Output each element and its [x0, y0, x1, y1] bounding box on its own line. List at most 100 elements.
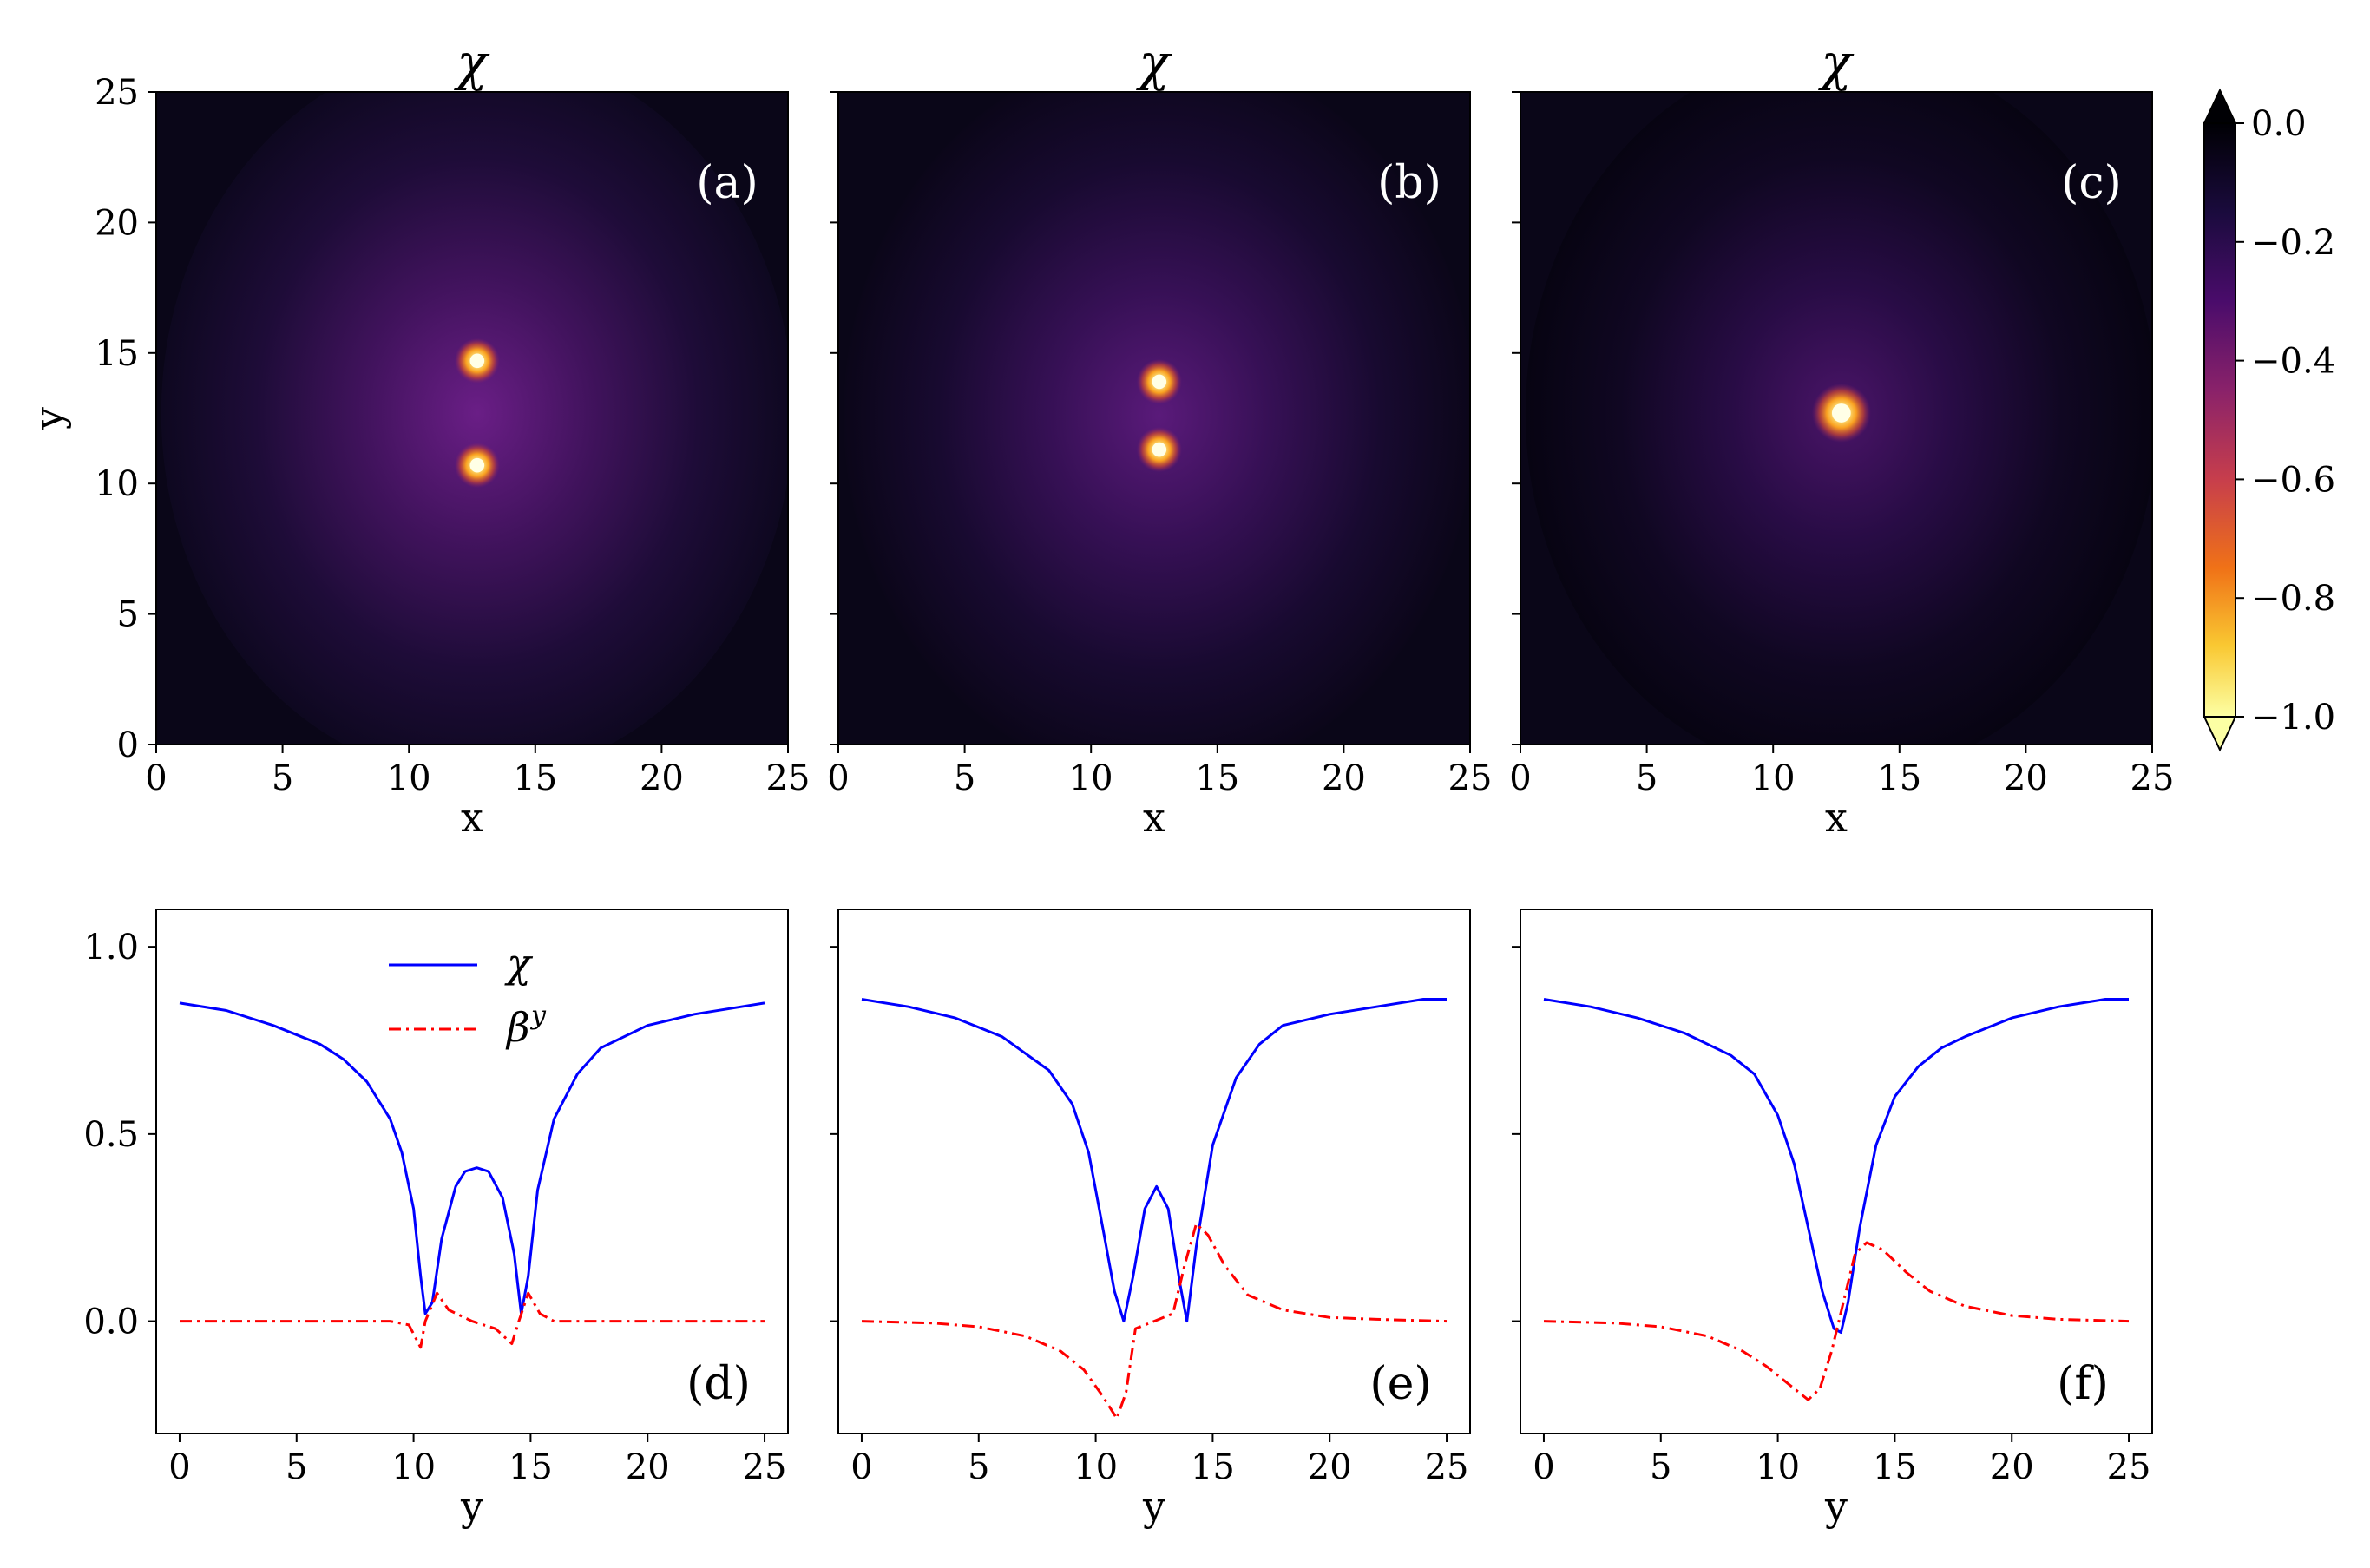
x-tick-label: 20 [1990, 1447, 2034, 1487]
heatmap-peak-core [1831, 403, 1851, 423]
y-tick-label: 0 [117, 725, 139, 765]
y-tick-label: 5 [117, 595, 139, 635]
x-tick-label: 10 [1069, 758, 1113, 798]
x-tick-label: 25 [2107, 1447, 2151, 1487]
colorbar-tick-label: −1.0 [2251, 698, 2335, 738]
x-tick-label: 10 [1751, 758, 1796, 798]
panel-label: (d) [686, 1358, 751, 1410]
x-tick-label: 20 [2004, 758, 2048, 798]
colorbar-tick-label: −0.2 [2251, 223, 2335, 263]
y-axis-label: y [25, 407, 72, 430]
y-tick-label: 20 [95, 203, 139, 243]
series-chi-line [179, 1001, 765, 1315]
x-tick-label: 0 [1509, 758, 1531, 798]
x-tick-label: 15 [1873, 1447, 1917, 1487]
y-tick-label: 25 [95, 73, 139, 113]
axes-frame [1520, 91, 2153, 745]
series-chi-line [861, 998, 1447, 1323]
y-tick-label: 15 [95, 334, 139, 374]
x-axis-label: x [1143, 794, 1165, 841]
x-tick-label: 10 [387, 758, 431, 798]
panel-label: (f) [2057, 1358, 2109, 1410]
x-tick-label: 0 [850, 1447, 872, 1487]
x-tick-label: 5 [968, 1447, 989, 1487]
panel-title: χ [453, 33, 489, 92]
axes-frame [837, 909, 1471, 1434]
lineplot-panel-f: 0 5 10 15 20 25 y (f) [1512, 909, 2153, 1530]
colorbar-gradient [2204, 123, 2235, 717]
x-tick-label: 5 [1650, 1447, 1671, 1487]
lineplot-row: 0 5 10 15 20 25 0.0 0.5 1.0 y (d) 0 5 10 15 20 25 y (e) 0 5 1… [83, 909, 2153, 1530]
x-tick-label: 15 [513, 758, 557, 798]
x-tick-label: 0 [145, 758, 167, 798]
legend-chi-label: χ [504, 940, 534, 987]
x-axis-label: x [461, 794, 483, 841]
x-tick-label: 15 [1195, 758, 1239, 798]
y-tick-label: 10 [95, 464, 139, 504]
x-tick-label: 0 [1533, 1447, 1554, 1487]
colorbar: 0.0 −0.2 −0.4 −0.6 −0.8 −1.0 [2203, 88, 2335, 752]
x-axis-label: y [1142, 1483, 1165, 1530]
heatmap-panel-c: χ (c) 0 5 10 15 20 25 x [1509, 33, 2174, 841]
heatmap-peak-core [469, 457, 485, 473]
panel-title: χ [1817, 33, 1854, 92]
x-tick-label: 25 [766, 758, 811, 798]
x-tick-label: 25 [1448, 758, 1493, 798]
x-tick-label: 20 [626, 1447, 670, 1487]
colorbar-tick-label: −0.4 [2251, 342, 2335, 382]
heatmap-panel-a: χ (a) 0 5 10 15 20 25 0 5 10 15 20 25 x y [25, 33, 810, 841]
axes-background [1520, 909, 2152, 1434]
panel-title: χ [1135, 33, 1172, 92]
series-chi-line [1543, 998, 2129, 1334]
legend-beta-superscript: y [529, 1001, 547, 1031]
colorbar-frame [2203, 122, 2236, 718]
x-axis-label: y [460, 1483, 483, 1530]
heatmap-halo [161, 92, 788, 745]
colorbar-extend-bottom [2203, 716, 2237, 752]
x-tick-label: 15 [1877, 758, 1921, 798]
x-tick-label: 25 [743, 1447, 787, 1487]
heatmap-panel-b: χ (b) 0 5 10 15 20 25 x [827, 33, 1492, 841]
legend-beta-label: β [505, 1004, 530, 1051]
axes-frame [837, 91, 1471, 745]
panel-label: (e) [1369, 1358, 1431, 1410]
heatmap-halo [843, 92, 1470, 745]
x-tick-label: 15 [1191, 1447, 1235, 1487]
series-beta-line [861, 1222, 1448, 1420]
x-tick-label: 5 [1636, 758, 1658, 798]
axes-frame [1520, 909, 2153, 1434]
panel-label: (c) [2061, 157, 2122, 209]
axes-frame [155, 91, 789, 745]
colorbar-tick-label: 0.0 [2251, 104, 2307, 144]
heatmap-row: χ (a) 0 5 10 15 20 25 0 5 10 15 20 25 x y χ (b) 0 5 10 15 20 25… [25, 33, 2174, 841]
axes-frame [155, 909, 789, 1434]
x-tick-label: 5 [286, 1447, 307, 1487]
series-beta-line [180, 1291, 765, 1349]
x-tick-label: 0 [168, 1447, 190, 1487]
heatmap-peak-core [1152, 442, 1167, 457]
colorbar-extend-top [2203, 88, 2237, 124]
axes-background [838, 909, 1470, 1434]
x-tick-label: 5 [954, 758, 975, 798]
lineplot-panel-e: 0 5 10 15 20 25 y (e) [830, 909, 1471, 1530]
x-tick-label: 20 [1308, 1447, 1352, 1487]
x-axis-label: x [1825, 794, 1848, 841]
heatmap-peak-core [469, 353, 485, 369]
colorbar-tick-label: −0.8 [2251, 579, 2335, 619]
x-axis-label: y [1824, 1483, 1848, 1530]
panel-label: (a) [696, 157, 758, 209]
y-tick-label: 0.0 [83, 1302, 139, 1342]
x-tick-label: 10 [1073, 1447, 1118, 1487]
x-tick-label: 20 [640, 758, 684, 798]
panel-label: (b) [1377, 157, 1441, 209]
colorbar-tick-label: −0.6 [2251, 460, 2335, 500]
x-tick-label: 10 [391, 1447, 436, 1487]
y-tick-label: 0.5 [83, 1115, 139, 1155]
x-tick-label: 10 [1756, 1447, 1800, 1487]
x-tick-label: 0 [827, 758, 849, 798]
x-tick-label: 5 [272, 758, 293, 798]
x-tick-label: 25 [1425, 1447, 1469, 1487]
axes-background [156, 909, 788, 1434]
x-tick-label: 25 [2130, 758, 2175, 798]
